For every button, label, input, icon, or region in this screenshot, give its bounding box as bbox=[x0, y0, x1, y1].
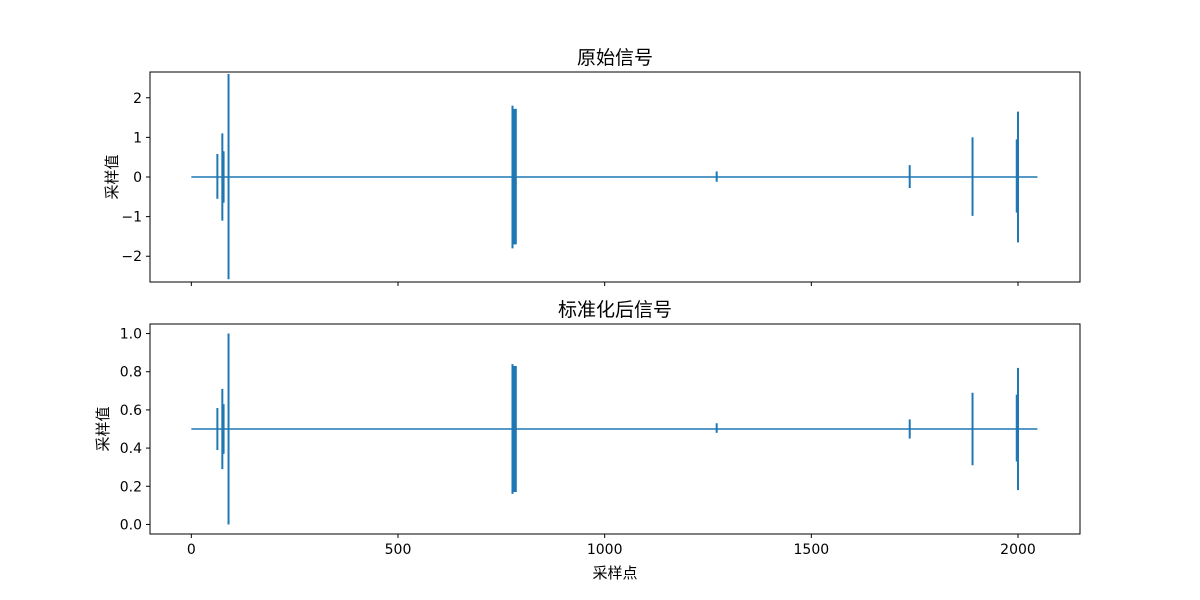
subplot-original-signal: 原始信号 采样值 −2 −1 0 1 2 bbox=[103, 47, 1081, 286]
axes-frame bbox=[149, 71, 1081, 283]
y-tick-label: 0.4 bbox=[120, 441, 142, 457]
axes-frame bbox=[149, 323, 1081, 535]
y-tick-label: 0.2 bbox=[120, 479, 142, 495]
y-tick-label: 0.6 bbox=[120, 403, 142, 419]
y-tick-label: 1.0 bbox=[120, 327, 142, 343]
plot-area bbox=[191, 73, 1038, 280]
y-tick-label: 0 bbox=[133, 170, 142, 186]
tick-group: 0 500 1000 1500 2000 0.0 0.2 0.4 0.6 0.8 1.0 bbox=[120, 327, 1036, 558]
plot-area bbox=[191, 333, 1038, 525]
y-tick-label: 0.8 bbox=[120, 365, 142, 381]
y-axis-label: 采样值 bbox=[94, 406, 112, 451]
x-axis-label: 采样点 bbox=[592, 564, 637, 582]
y-tick-label: −1 bbox=[121, 210, 142, 226]
x-tick-label: 0 bbox=[187, 542, 196, 558]
tick-group: −2 −1 0 1 2 bbox=[121, 91, 1019, 286]
y-tick-label: 0.0 bbox=[120, 517, 142, 533]
y-tick-label: −2 bbox=[121, 249, 142, 265]
subplot-normalized-signal: 标准化后信号 采样值 采样点 0 500 1000 1500 2000 0.0 0.2 0.4… bbox=[94, 299, 1081, 582]
chart-title: 原始信号 bbox=[577, 47, 653, 69]
y-tick-label: 1 bbox=[133, 130, 142, 146]
chart-title: 标准化后信号 bbox=[558, 299, 672, 321]
x-tick-label: 2000 bbox=[1000, 542, 1036, 558]
x-tick-label: 1000 bbox=[587, 542, 623, 558]
y-axis-label: 采样值 bbox=[103, 154, 121, 199]
x-tick-label: 500 bbox=[385, 542, 412, 558]
y-tick-label: 2 bbox=[133, 91, 142, 107]
x-tick-label: 1500 bbox=[794, 542, 830, 558]
